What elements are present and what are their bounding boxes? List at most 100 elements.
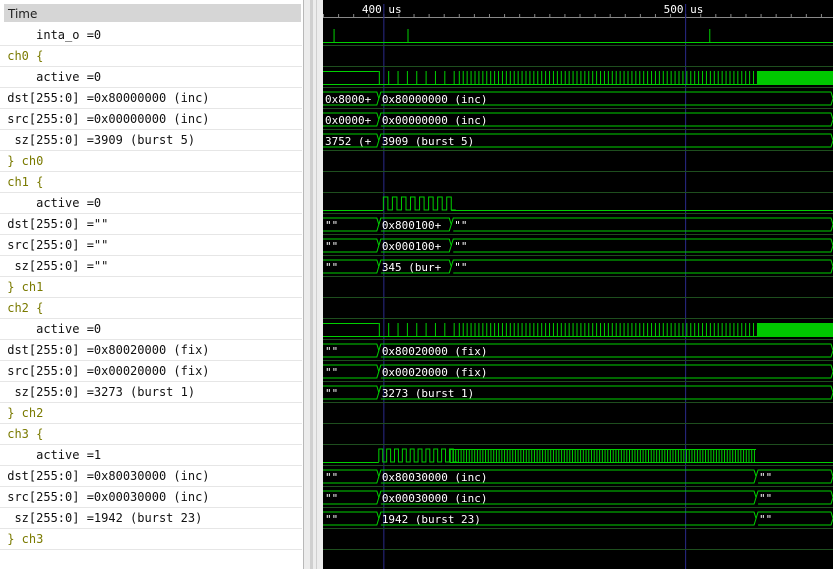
row-indent xyxy=(0,259,14,273)
signal-row[interactable]: active =0 xyxy=(0,67,302,88)
row-indent xyxy=(0,322,36,336)
bus-segment xyxy=(323,259,380,274)
group-row[interactable]: ch3 { xyxy=(0,424,302,445)
bus-value-label: "" xyxy=(325,240,338,253)
bus-value-label: "" xyxy=(325,513,338,526)
bus-value-label: "" xyxy=(454,261,467,274)
signal-row[interactable]: src[255:0] =0x00030000 (inc) xyxy=(0,487,302,508)
signal-names-panel: Time inta_o =0 ch0 { active =0 dst[255:0… xyxy=(0,0,304,569)
bus-segment xyxy=(378,385,833,400)
activity-solid xyxy=(757,323,833,337)
signal-label: sz[255:0] =3909 (burst 5) xyxy=(14,133,196,147)
row-indent xyxy=(0,448,36,462)
group-row[interactable]: ch0 { xyxy=(0,46,302,67)
bus-value-label: 0x00000000 (inc) xyxy=(382,114,488,127)
signal-label: } ch0 xyxy=(7,154,44,168)
bus-segment xyxy=(378,469,757,484)
bus-segment xyxy=(378,490,757,505)
signal-label: ch3 { xyxy=(7,427,44,441)
bus-value-label: 0x800100+ xyxy=(382,219,442,232)
ruler-tick-label: 400 us xyxy=(362,3,402,16)
waveform-view[interactable]: 400 us 500 us 0x8000+ 0x80000000 (inc) 0x000… xyxy=(323,0,833,569)
row-indent xyxy=(0,196,36,210)
signal-label: active =0 xyxy=(36,322,102,336)
row-indent xyxy=(0,511,14,525)
signal-row[interactable]: dst[255:0] =0x80030000 (inc) xyxy=(0,466,302,487)
bus-value-label: 0x00030000 (inc) xyxy=(382,492,488,505)
bus-value-label: "" xyxy=(759,471,772,484)
group-row[interactable]: } ch3 xyxy=(0,529,302,550)
time-ruler xyxy=(323,0,833,18)
bus-segment xyxy=(323,91,380,106)
signal-label: dst[255:0] ="" xyxy=(7,217,109,231)
bus-value-label: 0x0000+ xyxy=(325,114,372,127)
signal-label: active =0 xyxy=(36,70,102,84)
signal-row[interactable]: dst[255:0] =0x80020000 (fix) xyxy=(0,340,302,361)
bus-segment xyxy=(378,91,833,106)
group-row[interactable]: } ch2 xyxy=(0,403,302,424)
bus-segment xyxy=(323,217,380,232)
signal-row[interactable]: inta_o =0 xyxy=(0,25,302,46)
signal-label: ch1 { xyxy=(7,175,44,189)
signal-row[interactable]: src[255:0] ="" xyxy=(0,235,302,256)
bus-value-label: "" xyxy=(454,219,467,232)
signal-label: src[255:0] =0x00030000 (inc) xyxy=(7,490,210,504)
signal-row[interactable]: sz[255:0] =3909 (burst 5) xyxy=(0,130,302,151)
bus-segment xyxy=(378,238,452,253)
bus-segment xyxy=(378,217,452,232)
signal-label: src[255:0] ="" xyxy=(7,238,109,252)
signal-row[interactable]: dst[255:0] =0x80000000 (inc) xyxy=(0,88,302,109)
bus-segment xyxy=(323,343,380,358)
bus-value-label: "" xyxy=(325,366,338,379)
bus-segment xyxy=(378,112,833,127)
row-indent xyxy=(0,133,14,147)
signal-row[interactable]: active =0 xyxy=(0,193,302,214)
group-row[interactable]: ch2 { xyxy=(0,298,302,319)
bus-segment xyxy=(323,385,380,400)
bus-segment xyxy=(323,490,380,505)
bus-value-label: "" xyxy=(325,471,338,484)
bus-segment xyxy=(323,469,380,484)
bus-value-label: 0x000100+ xyxy=(382,240,442,253)
signal-label: active =0 xyxy=(36,196,102,210)
bus-value-label: 0x00020000 (fix) xyxy=(382,366,488,379)
bus-value-label: 1942 (burst 23) xyxy=(382,513,481,526)
panel-splitter[interactable] xyxy=(304,0,323,569)
bus-value-label: "" xyxy=(454,240,467,253)
bus-segment xyxy=(323,133,380,148)
signal-row[interactable]: active =0 xyxy=(0,319,302,340)
clock-wave xyxy=(378,448,458,463)
row-indent xyxy=(0,385,14,399)
group-row[interactable]: ch1 { xyxy=(0,172,302,193)
bus-value-label: "" xyxy=(325,219,338,232)
bus-value-label: 3273 (burst 1) xyxy=(382,387,474,400)
splitter-grip[interactable] xyxy=(310,0,313,569)
signal-row[interactable]: sz[255:0] =3273 (burst 1) xyxy=(0,382,302,403)
bus-value-label: 0x80000000 (inc) xyxy=(382,93,488,106)
waveform-canvas[interactable]: 400 us 500 us 0x8000+ 0x80000000 (inc) 0x000… xyxy=(323,0,833,569)
signal-row[interactable]: dst[255:0] ="" xyxy=(0,214,302,235)
bus-segment xyxy=(378,343,833,358)
signal-row[interactable]: src[255:0] =0x00000000 (inc) xyxy=(0,109,302,130)
signal-label: inta_o =0 xyxy=(36,28,102,42)
group-row[interactable]: } ch1 xyxy=(0,277,302,298)
signal-label: sz[255:0] =3273 (burst 1) xyxy=(14,385,196,399)
bus-value-label: "" xyxy=(759,513,772,526)
signal-row[interactable]: active =1 xyxy=(0,445,302,466)
signal-row[interactable]: sz[255:0] ="" xyxy=(0,256,302,277)
bus-segment xyxy=(378,133,833,148)
signal-label: src[255:0] =0x00020000 (fix) xyxy=(7,364,210,378)
bus-segment xyxy=(450,259,833,274)
group-row[interactable]: } ch0 xyxy=(0,151,302,172)
bus-value-label: "" xyxy=(759,492,772,505)
row-indent xyxy=(0,28,36,42)
bus-segment xyxy=(323,511,380,526)
signal-label: src[255:0] =0x00000000 (inc) xyxy=(7,112,210,126)
signal-label: sz[255:0] ="" xyxy=(14,259,109,273)
signal-label: ch2 { xyxy=(7,301,44,315)
signal-label: } ch1 xyxy=(7,280,44,294)
signal-row[interactable]: src[255:0] =0x00020000 (fix) xyxy=(0,361,302,382)
activity-solid xyxy=(757,71,833,85)
bus-segment xyxy=(378,259,452,274)
signal-row[interactable]: sz[255:0] =1942 (burst 23) xyxy=(0,508,302,529)
